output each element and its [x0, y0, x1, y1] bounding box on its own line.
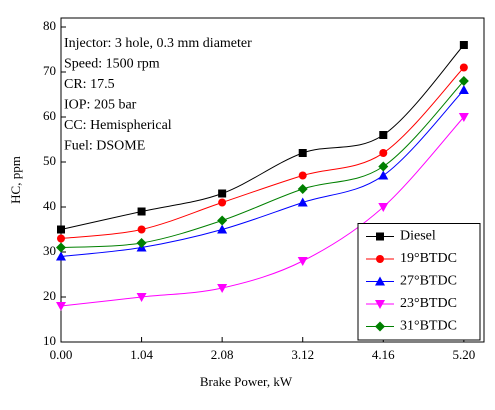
annotation: Fuel: DSOME: [64, 139, 145, 154]
marker: [378, 170, 389, 180]
annotation: Speed: 1500 rpm: [64, 57, 160, 72]
legend-label: 19°BTDC: [400, 251, 457, 266]
y-tick-label: 80: [43, 18, 56, 33]
x-tick-label: 0.00: [50, 347, 73, 362]
legend-label: Diesel: [400, 229, 436, 244]
x-tick-label: 3.12: [291, 347, 314, 362]
marker: [137, 207, 146, 216]
marker: [458, 113, 469, 122]
marker: [298, 171, 307, 180]
marker: [218, 189, 227, 198]
marker: [298, 149, 307, 157]
legend-label: 27°BTDC: [400, 274, 457, 289]
x-tick-label: 4.16: [372, 347, 395, 362]
marker: [297, 184, 308, 194]
x-tick-label: 2.08: [211, 347, 234, 362]
marker: [56, 251, 66, 261]
y-axis-label: HC, ppm: [8, 156, 23, 204]
x-tick-label: 5.20: [452, 347, 475, 362]
marker: [379, 149, 388, 157]
annotation: Injector: 3 hole, 0.3 mm diameter: [64, 36, 252, 51]
annotation: CC: Hemispherical: [64, 118, 172, 133]
marker: [375, 300, 385, 309]
x-axis-label: Brake Power, kW: [200, 374, 293, 389]
marker: [136, 293, 147, 302]
annotation: IOP: 205 bar: [64, 98, 137, 113]
series-line: [60, 116, 465, 307]
marker: [217, 224, 228, 234]
y-tick-label: 60: [43, 108, 56, 123]
marker: [57, 225, 65, 234]
plot-frame: [60, 17, 485, 343]
series-line: [60, 44, 465, 230]
marker: [136, 238, 147, 248]
marker: [297, 257, 308, 266]
marker: [297, 197, 308, 207]
y-tick-label: 30: [43, 243, 56, 258]
marker: [376, 255, 384, 263]
marker: [57, 234, 65, 243]
y-tick-label: 40: [43, 198, 56, 213]
legend-label: 23°BTDC: [400, 296, 457, 311]
marker: [378, 161, 389, 172]
marker: [56, 302, 66, 311]
y-tick-label: 50: [43, 153, 56, 168]
marker: [375, 276, 385, 286]
marker: [218, 198, 227, 207]
marker: [378, 203, 389, 212]
marker: [137, 225, 146, 234]
y-tick-label: 20: [43, 288, 56, 303]
series-line: [60, 67, 465, 239]
annotation: CR: 17.5: [64, 77, 115, 92]
marker: [458, 85, 469, 94]
y-tick-label: 10: [43, 333, 56, 348]
marker: [376, 232, 384, 241]
marker: [459, 63, 468, 72]
series-line: [60, 89, 465, 257]
marker: [217, 284, 228, 293]
marker: [56, 242, 66, 253]
marker: [375, 321, 385, 332]
marker: [217, 215, 228, 226]
y-tick-label: 70: [43, 63, 56, 78]
x-tick-label: 1.04: [130, 347, 153, 362]
marker: [458, 76, 469, 86]
marker: [379, 131, 388, 139]
legend-label: 31°BTDC: [400, 319, 457, 334]
marker: [459, 41, 468, 49]
